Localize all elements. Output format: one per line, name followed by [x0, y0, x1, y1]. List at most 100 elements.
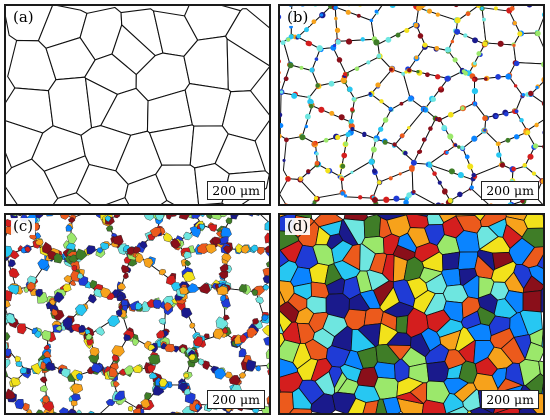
- recrystallized-grain: [52, 411, 58, 413]
- nucleus-grain: [509, 6, 515, 11]
- recrystallized-grain: [183, 388, 191, 395]
- recrystallized-grain: [267, 368, 269, 376]
- nucleus-grain: [511, 166, 517, 172]
- recrystallized-grain: [469, 406, 493, 413]
- nucleus-grain: [448, 198, 452, 202]
- nucleus-grain: [362, 133, 367, 138]
- nucleus-grain: [417, 33, 424, 39]
- grain-cell: [513, 32, 543, 65]
- nucleus-grain: [306, 169, 311, 174]
- nucleus-grain: [392, 142, 397, 147]
- recrystallized-grain: [228, 375, 241, 386]
- scale-bar-label: 200 μm: [481, 181, 539, 200]
- nucleus-grain: [299, 177, 303, 182]
- recrystallized-grain: [289, 408, 313, 413]
- recrystallized-grain: [266, 395, 269, 405]
- nucleus-grain: [460, 145, 465, 150]
- recrystallized-grain: [179, 286, 189, 295]
- nucleus-grain: [356, 13, 361, 18]
- recrystallized-grain: [143, 215, 156, 221]
- recrystallized-grain: [406, 215, 429, 229]
- recrystallized-grain: [395, 315, 409, 334]
- nucleus-grain: [483, 128, 487, 132]
- nucleus-grain: [493, 6, 498, 11]
- nucleus-grain: [282, 158, 286, 162]
- nucleus-grain: [540, 178, 543, 184]
- nucleus-grain: [348, 118, 354, 124]
- recrystallized-grain: [363, 215, 382, 239]
- nucleus-grain: [542, 130, 543, 135]
- recrystallized-grain: [114, 390, 125, 401]
- nucleus-grain: [315, 83, 320, 88]
- recrystallized-grain: [262, 324, 269, 337]
- recrystallized-grain: [16, 323, 27, 335]
- nucleus-grain: [499, 162, 506, 168]
- nucleus-grain: [414, 55, 419, 60]
- recrystallized-grain: [69, 280, 77, 287]
- nucleus-grain: [343, 194, 348, 198]
- nucleus-grain: [399, 133, 405, 139]
- recrystallized-grain: [198, 283, 211, 294]
- nucleus-grain: [535, 30, 541, 36]
- nucleus-grain: [497, 40, 504, 47]
- nucleus-grain: [347, 86, 353, 93]
- nucleus-grain: [323, 137, 329, 143]
- recrystallized-grain: [75, 304, 88, 317]
- nucleus-grain: [541, 101, 543, 106]
- nucleus-grain: [513, 84, 518, 88]
- recrystallized-grain: [238, 372, 247, 379]
- nucleus-grain: [338, 114, 345, 121]
- recrystallized-grain: [165, 275, 177, 286]
- recrystallized-grain: [132, 364, 142, 374]
- nucleus-grain: [318, 106, 325, 113]
- nucleus-grain: [450, 39, 455, 44]
- recrystallized-grain: [251, 289, 258, 296]
- recrystallized-grain: [95, 326, 105, 336]
- nucleus-grain: [534, 122, 539, 128]
- recrystallized-grain: [199, 215, 205, 218]
- recrystallized-grain: [34, 330, 42, 339]
- nucleus-grain: [463, 70, 468, 76]
- nucleus-grain: [368, 158, 375, 165]
- recrystallized-grain: [191, 215, 201, 219]
- recrystallized-grain: [171, 215, 177, 217]
- nucleus-grain: [352, 97, 356, 101]
- partial-recrystallization-image: [6, 215, 269, 413]
- nucleus-grain: [410, 159, 417, 166]
- recrystallized-grain: [240, 244, 250, 254]
- nucleus-grain: [354, 66, 360, 71]
- nucleus-grain: [507, 202, 513, 204]
- nucleus-grain: [541, 61, 543, 68]
- recrystallized-grain: [100, 287, 112, 299]
- nucleus-grain: [358, 195, 363, 200]
- recrystallized-grain: [88, 410, 95, 413]
- nucleus-grain: [445, 150, 449, 155]
- recrystallized-grain: [112, 380, 120, 388]
- nucleus-grain: [457, 172, 464, 179]
- nucleus-grain: [305, 27, 309, 31]
- nucleus-grain: [299, 134, 306, 141]
- recrystallized-grain: [225, 217, 233, 225]
- recrystallized-grain: [144, 392, 152, 400]
- recrystallized-grain: [205, 243, 217, 254]
- recrystallized-grain: [363, 307, 384, 326]
- panel-label: (b): [285, 8, 311, 26]
- recrystallized-grain: [166, 215, 173, 220]
- nucleus-grain: [335, 39, 341, 45]
- recrystallized-grain: [189, 322, 196, 329]
- recrystallized-grain: [181, 307, 193, 319]
- recrystallized-grain: [219, 263, 229, 273]
- recrystallized-grain: [261, 314, 269, 322]
- recrystallized-grain: [6, 342, 9, 351]
- nucleus-grain: [496, 152, 502, 158]
- nucleus-grain: [542, 144, 543, 149]
- nucleus-grain: [418, 149, 423, 154]
- nucleus-grain: [307, 95, 311, 99]
- nucleus-grain: [416, 6, 422, 11]
- recrystallized-grain: [175, 411, 182, 413]
- recrystallized-grain: [6, 348, 12, 357]
- nucleus-grain: [388, 176, 393, 181]
- nucleus-grain: [476, 6, 481, 8]
- recrystallized-grain: [111, 354, 120, 362]
- panel-label: (a): [11, 8, 36, 26]
